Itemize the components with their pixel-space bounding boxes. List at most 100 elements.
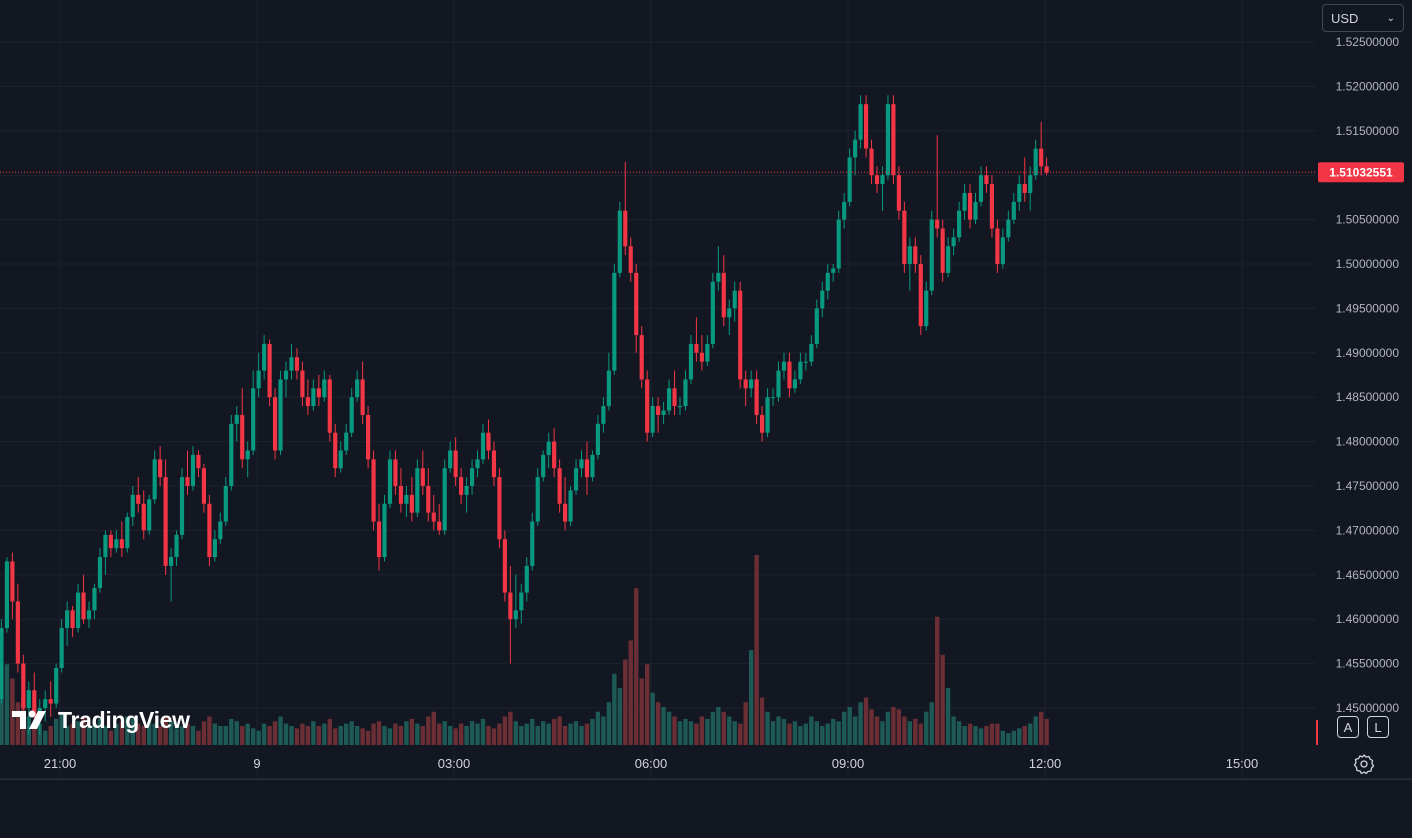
candle[interactable] <box>147 494 152 535</box>
auto-scale-button[interactable]: A <box>1337 716 1359 738</box>
candle[interactable] <box>754 370 759 424</box>
candle[interactable] <box>229 414 234 491</box>
candle[interactable] <box>21 654 26 717</box>
log-scale-button[interactable]: L <box>1367 716 1389 738</box>
candle[interactable] <box>245 441 250 478</box>
candle[interactable] <box>847 148 852 207</box>
candle[interactable] <box>398 468 403 513</box>
candle[interactable] <box>322 370 327 402</box>
candle[interactable] <box>256 352 261 398</box>
candle[interactable] <box>781 352 787 380</box>
candle[interactable] <box>344 423 349 455</box>
candle[interactable] <box>563 477 568 531</box>
candle[interactable] <box>617 201 622 278</box>
candle[interactable] <box>223 477 228 526</box>
candle[interactable] <box>1011 192 1016 225</box>
candle[interactable] <box>694 317 699 362</box>
candle[interactable] <box>656 397 661 433</box>
candle[interactable] <box>75 583 81 633</box>
candle[interactable] <box>612 264 617 375</box>
candle[interactable] <box>853 130 858 176</box>
candle[interactable] <box>431 494 436 531</box>
candle[interactable] <box>683 370 688 411</box>
candle[interactable] <box>590 450 595 482</box>
candle[interactable] <box>929 210 934 296</box>
candle[interactable] <box>825 264 830 300</box>
candle[interactable] <box>469 459 475 495</box>
candle[interactable] <box>880 166 885 211</box>
candle[interactable] <box>15 583 20 673</box>
candle[interactable] <box>716 246 721 291</box>
candle[interactable] <box>809 335 814 367</box>
candle[interactable] <box>218 512 223 544</box>
candle[interactable] <box>262 335 267 380</box>
candle[interactable] <box>48 681 53 717</box>
candle[interactable] <box>770 388 776 407</box>
candle[interactable] <box>727 299 732 336</box>
candle[interactable] <box>962 184 967 220</box>
candle[interactable] <box>311 379 316 411</box>
candle[interactable] <box>349 388 354 438</box>
candle[interactable] <box>924 281 929 331</box>
candle[interactable] <box>836 210 841 273</box>
candle[interactable] <box>639 326 644 389</box>
candle[interactable] <box>776 361 781 402</box>
candle[interactable] <box>305 379 310 415</box>
candle[interactable] <box>426 468 431 522</box>
candle[interactable] <box>1000 228 1005 269</box>
candle[interactable] <box>1006 210 1011 242</box>
candle[interactable] <box>289 343 294 380</box>
candle[interactable] <box>1017 175 1022 211</box>
candle[interactable] <box>97 548 103 593</box>
candle[interactable] <box>902 201 907 273</box>
candle[interactable] <box>190 446 196 491</box>
candle[interactable] <box>355 370 360 402</box>
candle[interactable] <box>573 459 579 495</box>
candle[interactable] <box>1022 157 1027 202</box>
candle[interactable] <box>272 388 278 460</box>
candle[interactable] <box>798 352 803 384</box>
candle[interactable] <box>989 175 994 238</box>
candle[interactable] <box>803 352 808 371</box>
candle[interactable] <box>4 557 9 633</box>
currency-select[interactable]: USD ⌄ <box>1322 4 1404 32</box>
candle[interactable] <box>360 361 365 424</box>
candle[interactable] <box>409 477 414 522</box>
candle[interactable] <box>130 486 135 526</box>
candle[interactable] <box>842 192 847 229</box>
candle[interactable] <box>10 552 15 620</box>
candle[interactable] <box>163 459 168 575</box>
candle[interactable] <box>595 414 600 460</box>
candle[interactable] <box>486 419 491 460</box>
candle[interactable] <box>508 565 513 664</box>
candle[interactable] <box>552 428 557 478</box>
candle[interactable] <box>524 557 529 602</box>
candle[interactable] <box>125 512 130 553</box>
candle[interactable] <box>661 401 666 424</box>
candle[interactable] <box>393 450 398 495</box>
candle[interactable] <box>0 619 4 704</box>
candle[interactable] <box>366 406 371 469</box>
candle[interactable] <box>820 281 825 318</box>
candle[interactable] <box>699 335 704 371</box>
candle[interactable] <box>995 219 1000 273</box>
candle[interactable] <box>185 450 190 495</box>
candle[interactable] <box>606 352 611 411</box>
candle[interactable] <box>1028 166 1033 211</box>
candle[interactable] <box>387 450 393 509</box>
candle[interactable] <box>874 166 880 193</box>
candle[interactable] <box>420 450 425 495</box>
candle[interactable] <box>940 219 945 282</box>
candle[interactable] <box>530 512 535 571</box>
candle[interactable] <box>984 166 989 193</box>
candle[interactable] <box>92 583 97 620</box>
candle[interactable] <box>623 161 628 256</box>
candle[interactable] <box>43 690 48 722</box>
tradingview-logo[interactable]: TradingView <box>12 705 190 735</box>
candle[interactable] <box>371 450 376 531</box>
candle[interactable] <box>119 521 124 558</box>
candle[interactable] <box>158 446 163 486</box>
candle[interactable] <box>327 375 332 442</box>
candle[interactable] <box>749 370 754 398</box>
